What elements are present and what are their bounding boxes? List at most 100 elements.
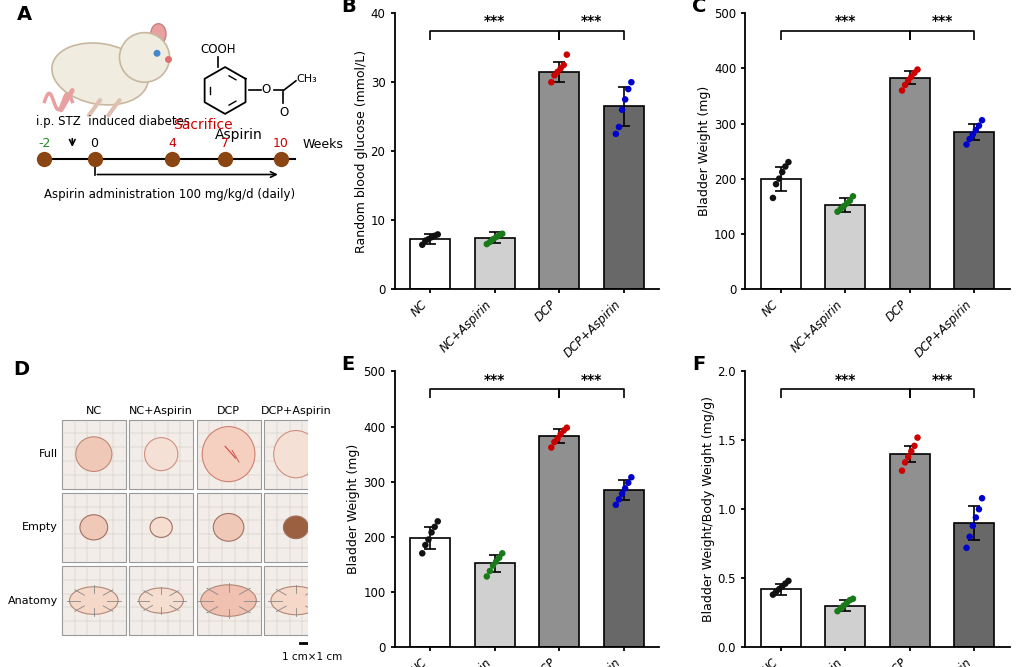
Point: [967, 125, 983, 135]
Text: NC: NC: [86, 406, 102, 416]
Text: Sacrifice: Sacrifice: [173, 118, 232, 132]
Point: [958, 139, 974, 150]
Ellipse shape: [283, 516, 308, 539]
Ellipse shape: [79, 515, 108, 540]
Point: [558, 422, 575, 433]
Point: [484, 560, 500, 571]
Point: [961, 133, 977, 144]
Bar: [264, 566, 327, 635]
Point: [543, 77, 559, 87]
Point: [546, 70, 562, 81]
Point: [423, 527, 439, 538]
Point: [546, 437, 562, 448]
Ellipse shape: [213, 514, 244, 541]
Point: [896, 457, 912, 468]
Text: E: E: [341, 355, 355, 374]
Ellipse shape: [69, 587, 118, 614]
Bar: [954, 523, 994, 647]
Ellipse shape: [271, 586, 321, 615]
Point: [770, 173, 787, 184]
Point: [429, 516, 445, 527]
Ellipse shape: [202, 427, 255, 482]
Text: D: D: [13, 360, 30, 379]
Circle shape: [154, 51, 160, 56]
Point: [767, 179, 784, 189]
Point: [905, 67, 921, 78]
Text: COOH: COOH: [200, 43, 235, 56]
Point: [844, 191, 860, 201]
Point: [429, 229, 445, 239]
Text: ***: ***: [930, 373, 952, 387]
Text: ***: ***: [930, 15, 952, 29]
Y-axis label: Bladder Weight (mg): Bladder Weight (mg): [347, 444, 360, 574]
Text: Weeks: Weeks: [303, 138, 343, 151]
Bar: [129, 493, 193, 562]
Point: [607, 129, 624, 139]
Point: [764, 590, 781, 600]
Ellipse shape: [139, 588, 183, 613]
Point: [426, 231, 442, 241]
Point: [973, 493, 989, 504]
Text: Anatomy: Anatomy: [7, 596, 58, 606]
Bar: [824, 606, 864, 647]
Text: O: O: [262, 83, 271, 97]
Point: [902, 446, 918, 457]
Bar: [197, 566, 260, 635]
Point: [828, 606, 845, 616]
Point: [835, 600, 851, 611]
Point: [967, 512, 983, 523]
Point: [835, 201, 851, 211]
Point: [478, 239, 494, 249]
Bar: [539, 72, 579, 289]
Text: B: B: [341, 0, 356, 16]
Ellipse shape: [151, 23, 166, 44]
Point: [776, 578, 793, 589]
Bar: [129, 420, 193, 489]
Point: [899, 452, 915, 462]
Text: ***: ***: [580, 15, 601, 29]
Point: [490, 552, 506, 563]
Point: [780, 576, 796, 586]
Point: [481, 237, 497, 247]
Text: NC+Aspirin: NC+Aspirin: [129, 406, 193, 416]
Bar: [197, 420, 260, 489]
Bar: [62, 493, 125, 562]
Point: [552, 429, 569, 440]
Point: [420, 534, 436, 545]
Point: [620, 84, 636, 95]
Point: [414, 239, 430, 250]
Point: [613, 488, 630, 499]
Text: C: C: [692, 0, 706, 16]
Point: [776, 161, 793, 172]
Text: Aspirin: Aspirin: [215, 127, 263, 141]
Point: [841, 595, 857, 606]
Point: [414, 548, 430, 559]
Point: [838, 598, 854, 608]
Point: [426, 522, 442, 532]
Point: [767, 586, 784, 597]
Point: [958, 542, 974, 553]
Point: [770, 584, 787, 594]
Text: CH₃: CH₃: [297, 74, 317, 84]
Point: [552, 63, 569, 74]
Point: [909, 432, 925, 443]
Point: [909, 64, 925, 75]
Point: [616, 94, 633, 105]
Bar: [889, 454, 929, 647]
Bar: [954, 132, 994, 289]
Point: [838, 198, 854, 209]
Text: Aspirin administration 100 mg/kg/d (daily): Aspirin administration 100 mg/kg/d (dail…: [44, 188, 294, 201]
Circle shape: [119, 33, 169, 82]
Point: [828, 206, 845, 217]
Point: [905, 440, 921, 451]
Point: [773, 167, 790, 177]
Ellipse shape: [145, 438, 177, 471]
Point: [417, 540, 433, 550]
Point: [417, 235, 433, 246]
Text: i.p. STZ  induced diabetes: i.p. STZ induced diabetes: [36, 115, 190, 127]
Point: [423, 232, 439, 243]
Text: Full: Full: [39, 449, 58, 459]
Point: [964, 520, 980, 531]
Ellipse shape: [201, 585, 256, 616]
Point: [493, 228, 510, 239]
